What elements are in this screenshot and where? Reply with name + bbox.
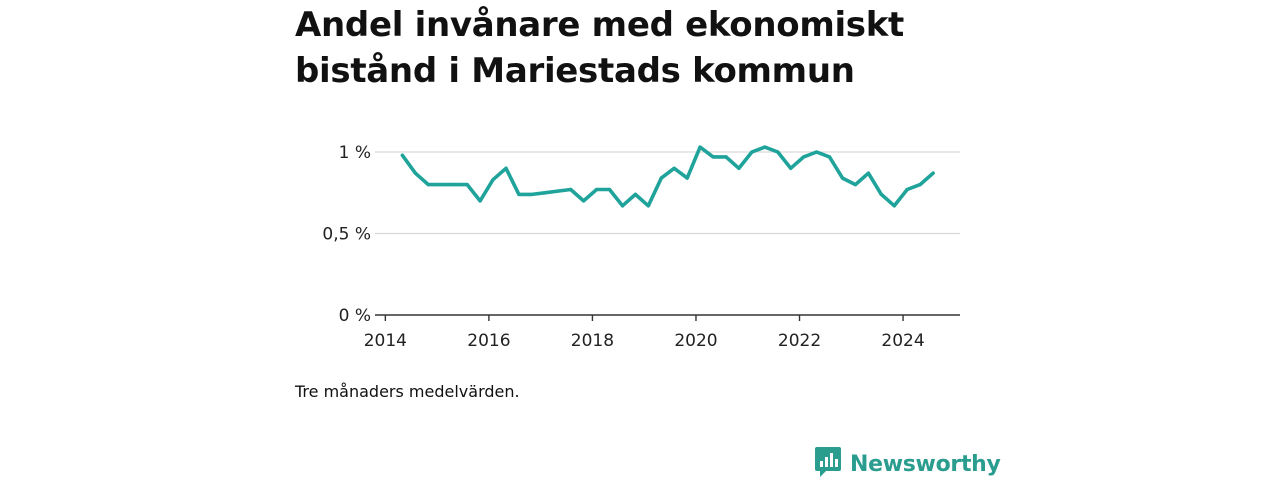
- data-point: [607, 187, 612, 192]
- data-point: [853, 183, 858, 187]
- data-point: [633, 192, 638, 196]
- data-point: [789, 166, 793, 170]
- data-point: [530, 192, 534, 196]
- brand-logo: Newsworthy: [814, 446, 1001, 482]
- x-tick-label: 2016: [467, 331, 510, 351]
- x-tick-label: 2024: [881, 331, 924, 351]
- data-point: [595, 187, 599, 192]
- y-tick-label: 1 %: [339, 143, 371, 163]
- y-tick-label: 0,5 %: [322, 225, 371, 245]
- data-point: [620, 204, 625, 208]
- data-point: [879, 192, 883, 196]
- x-tick-label: 2018: [571, 331, 614, 351]
- data-point: [905, 187, 909, 192]
- brand-name: Newsworthy: [850, 451, 1001, 477]
- x-tick-label: 2022: [778, 331, 821, 351]
- data-point: [478, 199, 482, 203]
- data-point: [750, 150, 754, 154]
- data-point: [569, 187, 573, 192]
- series-line: [400, 145, 935, 208]
- data-point: [517, 192, 521, 196]
- data-point: [711, 155, 715, 159]
- x-axis: [375, 314, 960, 321]
- y-tick-labels: 0 % 0,5 % 1 %: [322, 143, 371, 326]
- chart-title: Andel invånare med ekonomiskt bistånd i …: [295, 5, 905, 91]
- data-point: [413, 171, 417, 175]
- data-point: [452, 183, 456, 187]
- data-point: [892, 204, 896, 208]
- data-point: [426, 183, 430, 187]
- bar-chart-speech-bubble-icon: [814, 446, 842, 482]
- series-line-path: [400, 145, 935, 208]
- data-point: [685, 176, 689, 180]
- data-point: [866, 171, 871, 175]
- data-point: [840, 176, 845, 180]
- line-chart: 0 % 0,5 % 1 % 2014 2016 2018 2020 2022 2024: [322, 143, 960, 351]
- data-point: [776, 150, 780, 154]
- data-point: [439, 183, 443, 187]
- y-tick-label: 0 %: [339, 306, 371, 326]
- data-point: [659, 176, 663, 180]
- data-point: [724, 155, 728, 159]
- data-point: [737, 166, 741, 170]
- chart-note: Tre månaders medelvärden.: [295, 382, 520, 401]
- data-point: [556, 189, 560, 193]
- data-point: [698, 145, 702, 149]
- data-point: [802, 155, 806, 159]
- x-tick-label: 2020: [674, 331, 717, 351]
- x-tick-label: 2014: [364, 331, 407, 351]
- y-grid: [375, 151, 960, 235]
- data-point: [672, 166, 676, 170]
- data-point: [543, 191, 547, 195]
- data-point: [763, 145, 767, 149]
- data-point: [827, 155, 832, 159]
- data-point: [504, 166, 508, 170]
- data-point: [918, 183, 922, 187]
- data-point: [931, 171, 935, 175]
- data-point: [582, 199, 586, 203]
- data-point: [815, 150, 819, 154]
- data-point: [646, 204, 650, 208]
- x-tick-labels: 2014 2016 2018 2020 2022 2024: [364, 331, 925, 351]
- data-point: [400, 153, 404, 157]
- data-point: [491, 178, 495, 182]
- data-point: [465, 183, 469, 187]
